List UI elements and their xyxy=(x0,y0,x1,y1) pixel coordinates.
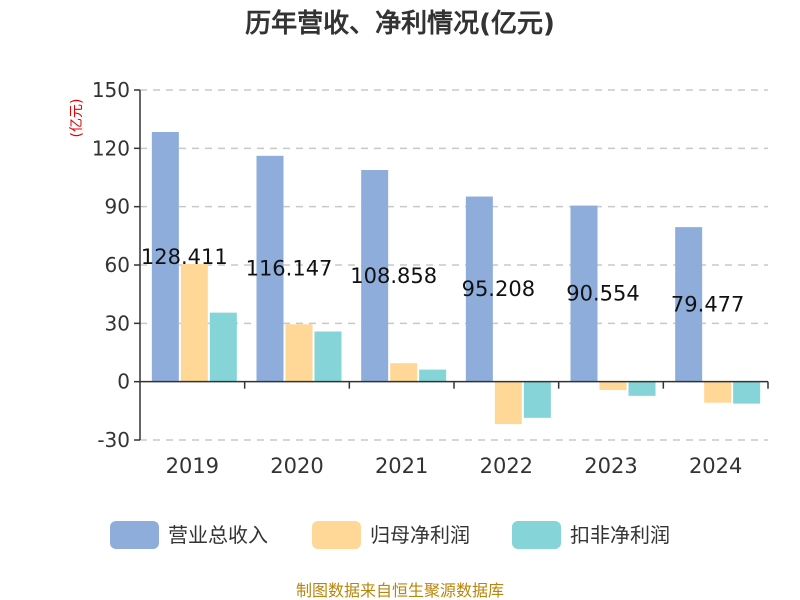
legend-label: 营业总收入 xyxy=(168,523,268,547)
y-tick-label: 150 xyxy=(92,78,130,102)
bar xyxy=(209,312,237,382)
legend: 营业总收入 归母净利润 扣非净利润 xyxy=(110,521,670,549)
bar xyxy=(419,369,447,382)
data-label: 108.858 xyxy=(350,264,437,288)
bar xyxy=(675,227,703,382)
x-tick-label: 2020 xyxy=(270,454,323,478)
legend-label: 扣非净利润 xyxy=(570,523,670,547)
bar xyxy=(314,331,342,382)
y-tick-label: 60 xyxy=(105,253,130,277)
data-label: 128.411 xyxy=(141,245,228,269)
bar xyxy=(151,131,179,382)
legend-label: 归母净利润 xyxy=(370,523,470,547)
bar xyxy=(628,381,656,396)
x-tick-label: 2024 xyxy=(689,454,742,478)
bar xyxy=(180,264,208,382)
x-tick-label: 2022 xyxy=(480,454,533,478)
y-axis-label: (亿元) xyxy=(69,99,85,138)
bar xyxy=(704,381,732,403)
bar xyxy=(733,381,761,404)
bar xyxy=(285,324,313,382)
data-label: 95.208 xyxy=(462,277,535,301)
data-label: 79.477 xyxy=(671,292,744,316)
bar xyxy=(570,205,598,382)
bars xyxy=(151,131,761,425)
source-note: 制图数据来自恒生聚源数据库 xyxy=(296,581,504,600)
x-tick-label: 2023 xyxy=(584,454,637,478)
chart-title: 历年营收、净利情况(亿元) xyxy=(245,8,555,39)
axes: -30 0 30 60 90 120 150 2019 2020 2021 2022 2023 2024 xyxy=(92,78,769,478)
x-tick-label: 2021 xyxy=(375,454,428,478)
bar xyxy=(256,155,284,382)
bar xyxy=(494,381,522,425)
y-tick-label: 30 xyxy=(105,311,130,335)
y-tick-label: -30 xyxy=(97,428,130,452)
data-label: 116.147 xyxy=(246,257,333,281)
y-tick-label: 90 xyxy=(105,195,130,219)
legend-swatch xyxy=(312,521,361,549)
bar xyxy=(390,363,418,382)
bar xyxy=(465,196,493,382)
y-tick-label: 0 xyxy=(117,370,130,394)
x-tick-label: 2019 xyxy=(166,454,219,478)
data-labels: 128.411 116.147 108.858 95.208 90.554 79.477 xyxy=(141,245,744,317)
bar xyxy=(361,169,389,382)
legend-swatch xyxy=(512,521,561,549)
data-label: 90.554 xyxy=(566,282,639,306)
grid-lines xyxy=(140,89,768,441)
bar xyxy=(599,381,627,391)
legend-swatch xyxy=(110,521,159,549)
y-tick-label: 120 xyxy=(92,136,130,160)
bar xyxy=(523,381,551,418)
